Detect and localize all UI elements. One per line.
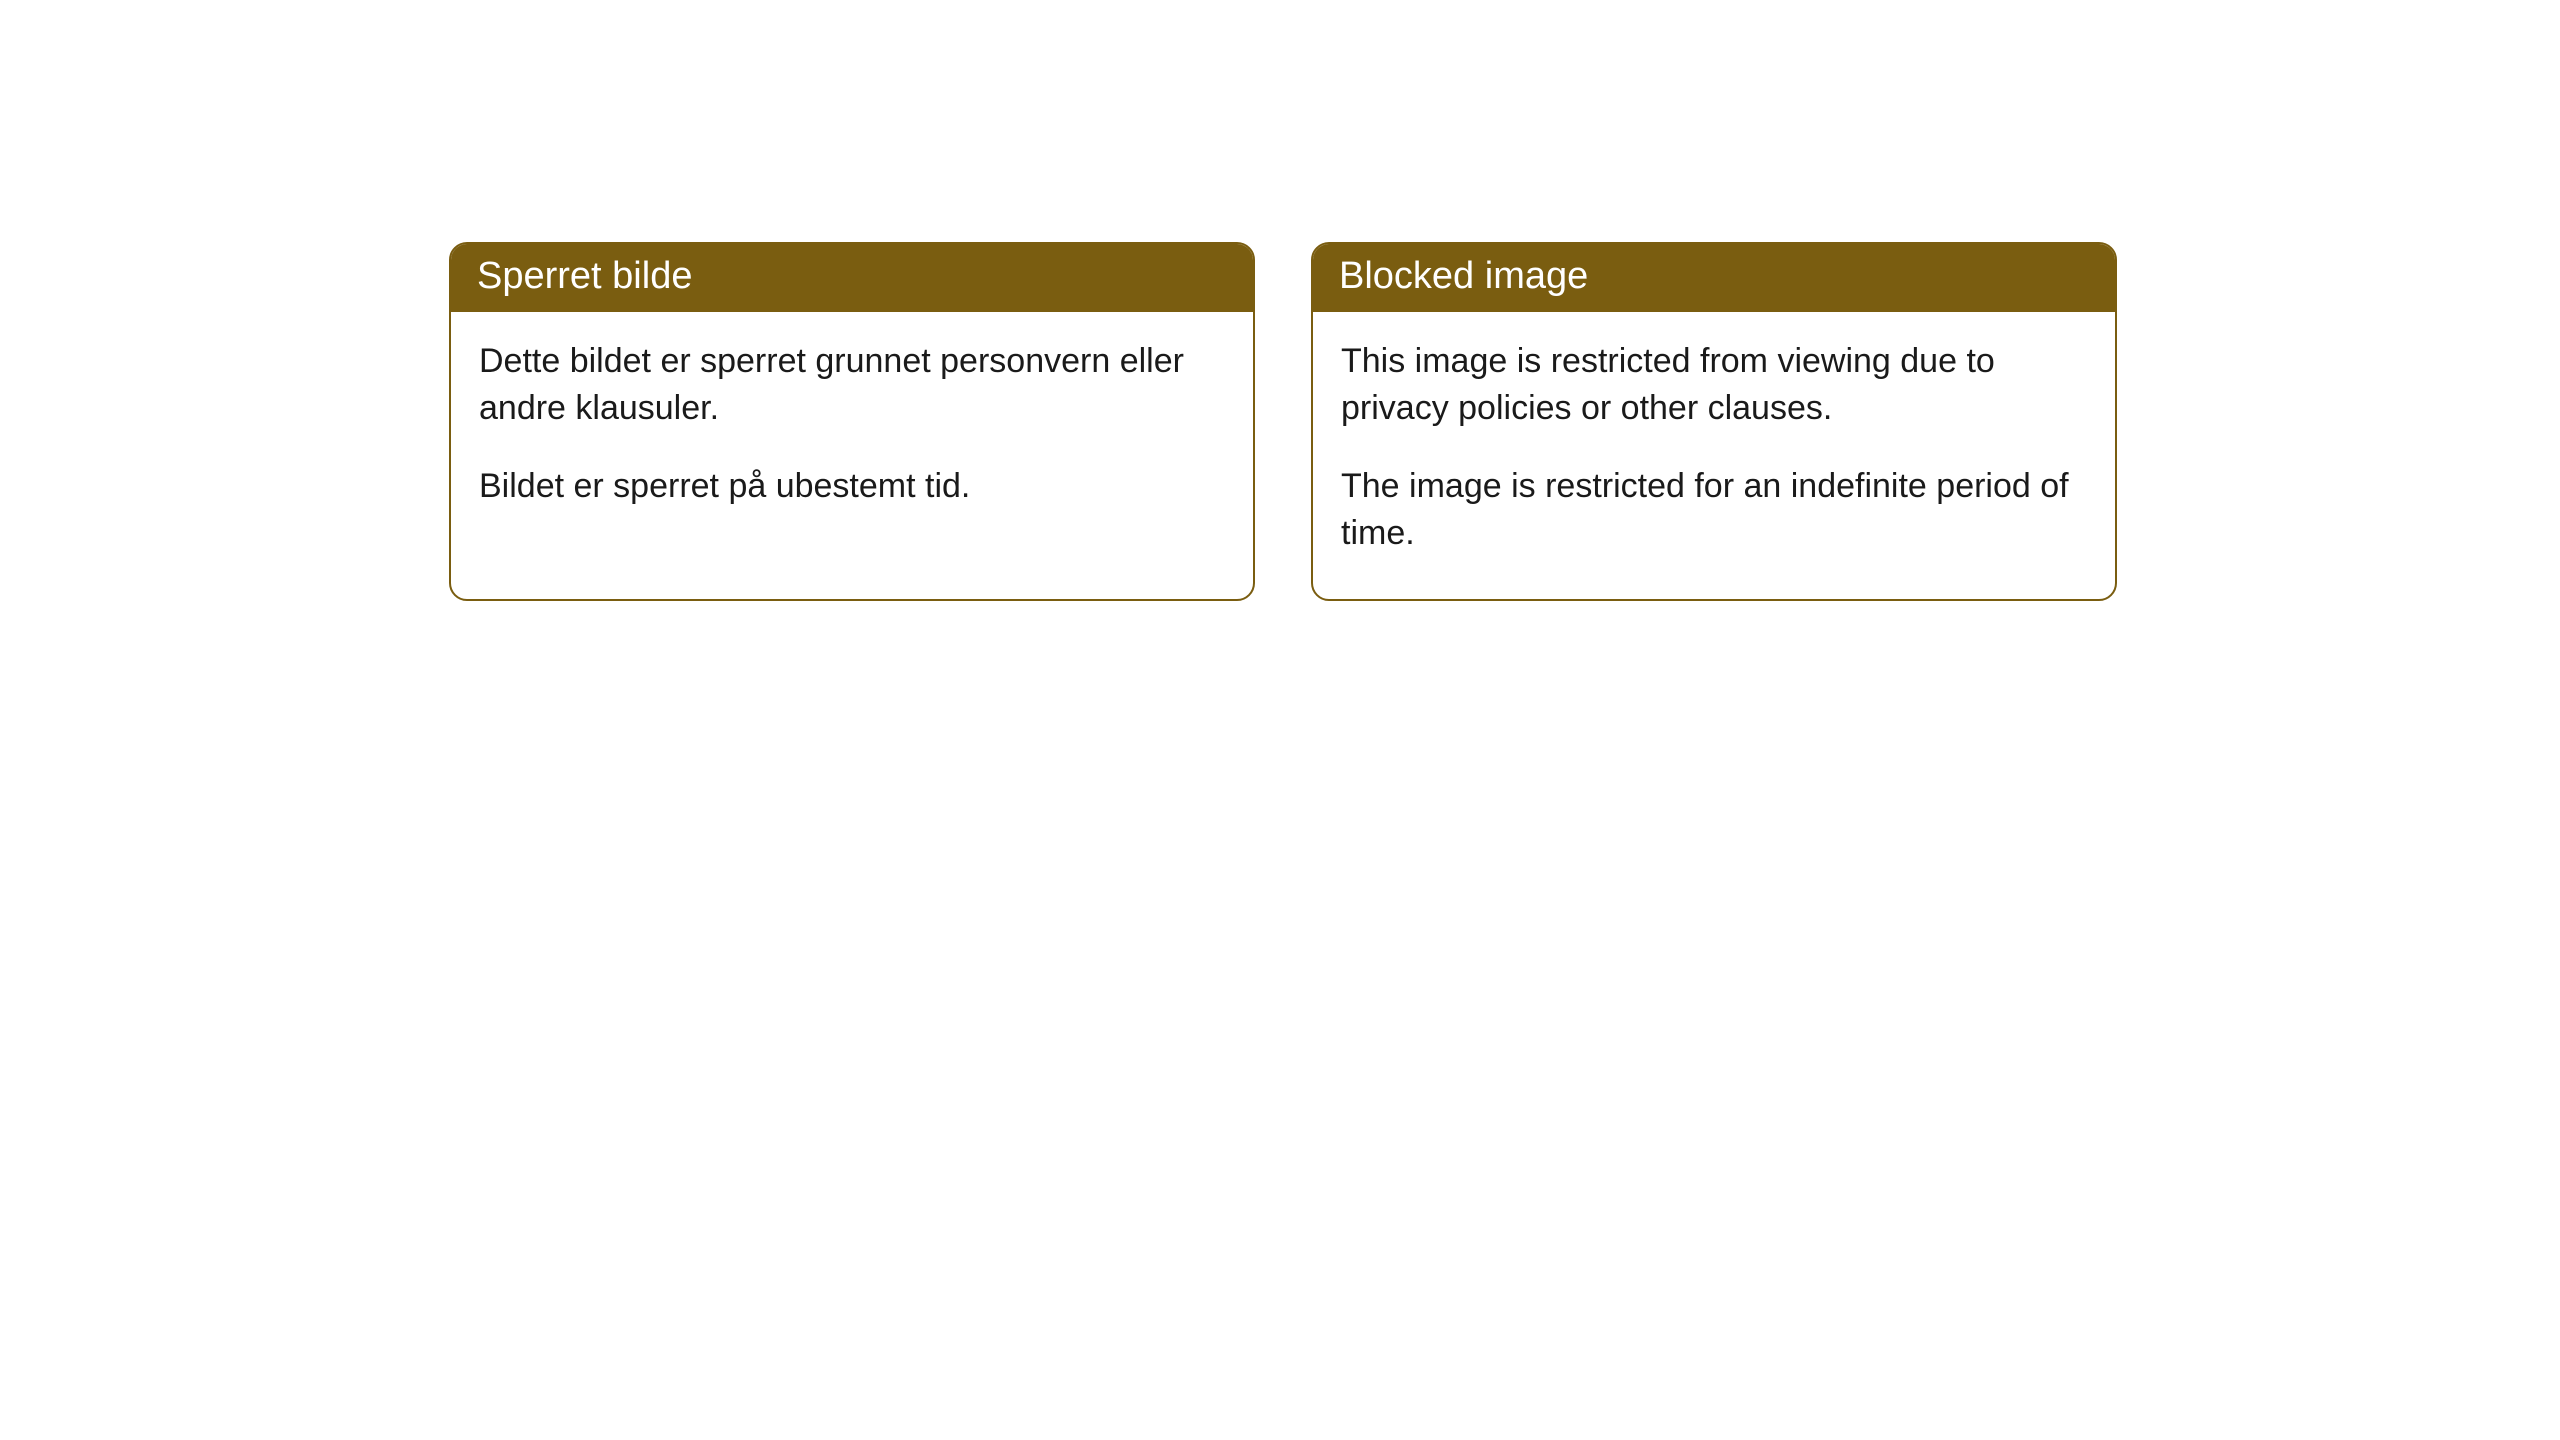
card-header-norwegian: Sperret bilde	[451, 244, 1253, 312]
card-header-english: Blocked image	[1313, 244, 2115, 312]
blocked-image-card-norwegian: Sperret bilde Dette bildet er sperret gr…	[449, 242, 1255, 601]
blocked-image-card-english: Blocked image This image is restricted f…	[1311, 242, 2117, 601]
card-body-norwegian: Dette bildet er sperret grunnet personve…	[451, 312, 1253, 553]
notice-text-norwegian-line2: Bildet er sperret på ubestemt tid.	[479, 463, 1225, 510]
notice-text-english-line1: This image is restricted from viewing du…	[1341, 338, 2087, 432]
notice-cards-container: Sperret bilde Dette bildet er sperret gr…	[0, 0, 2560, 601]
notice-text-norwegian-line1: Dette bildet er sperret grunnet personve…	[479, 338, 1225, 432]
notice-text-english-line2: The image is restricted for an indefinit…	[1341, 463, 2087, 557]
card-body-english: This image is restricted from viewing du…	[1313, 312, 2115, 600]
